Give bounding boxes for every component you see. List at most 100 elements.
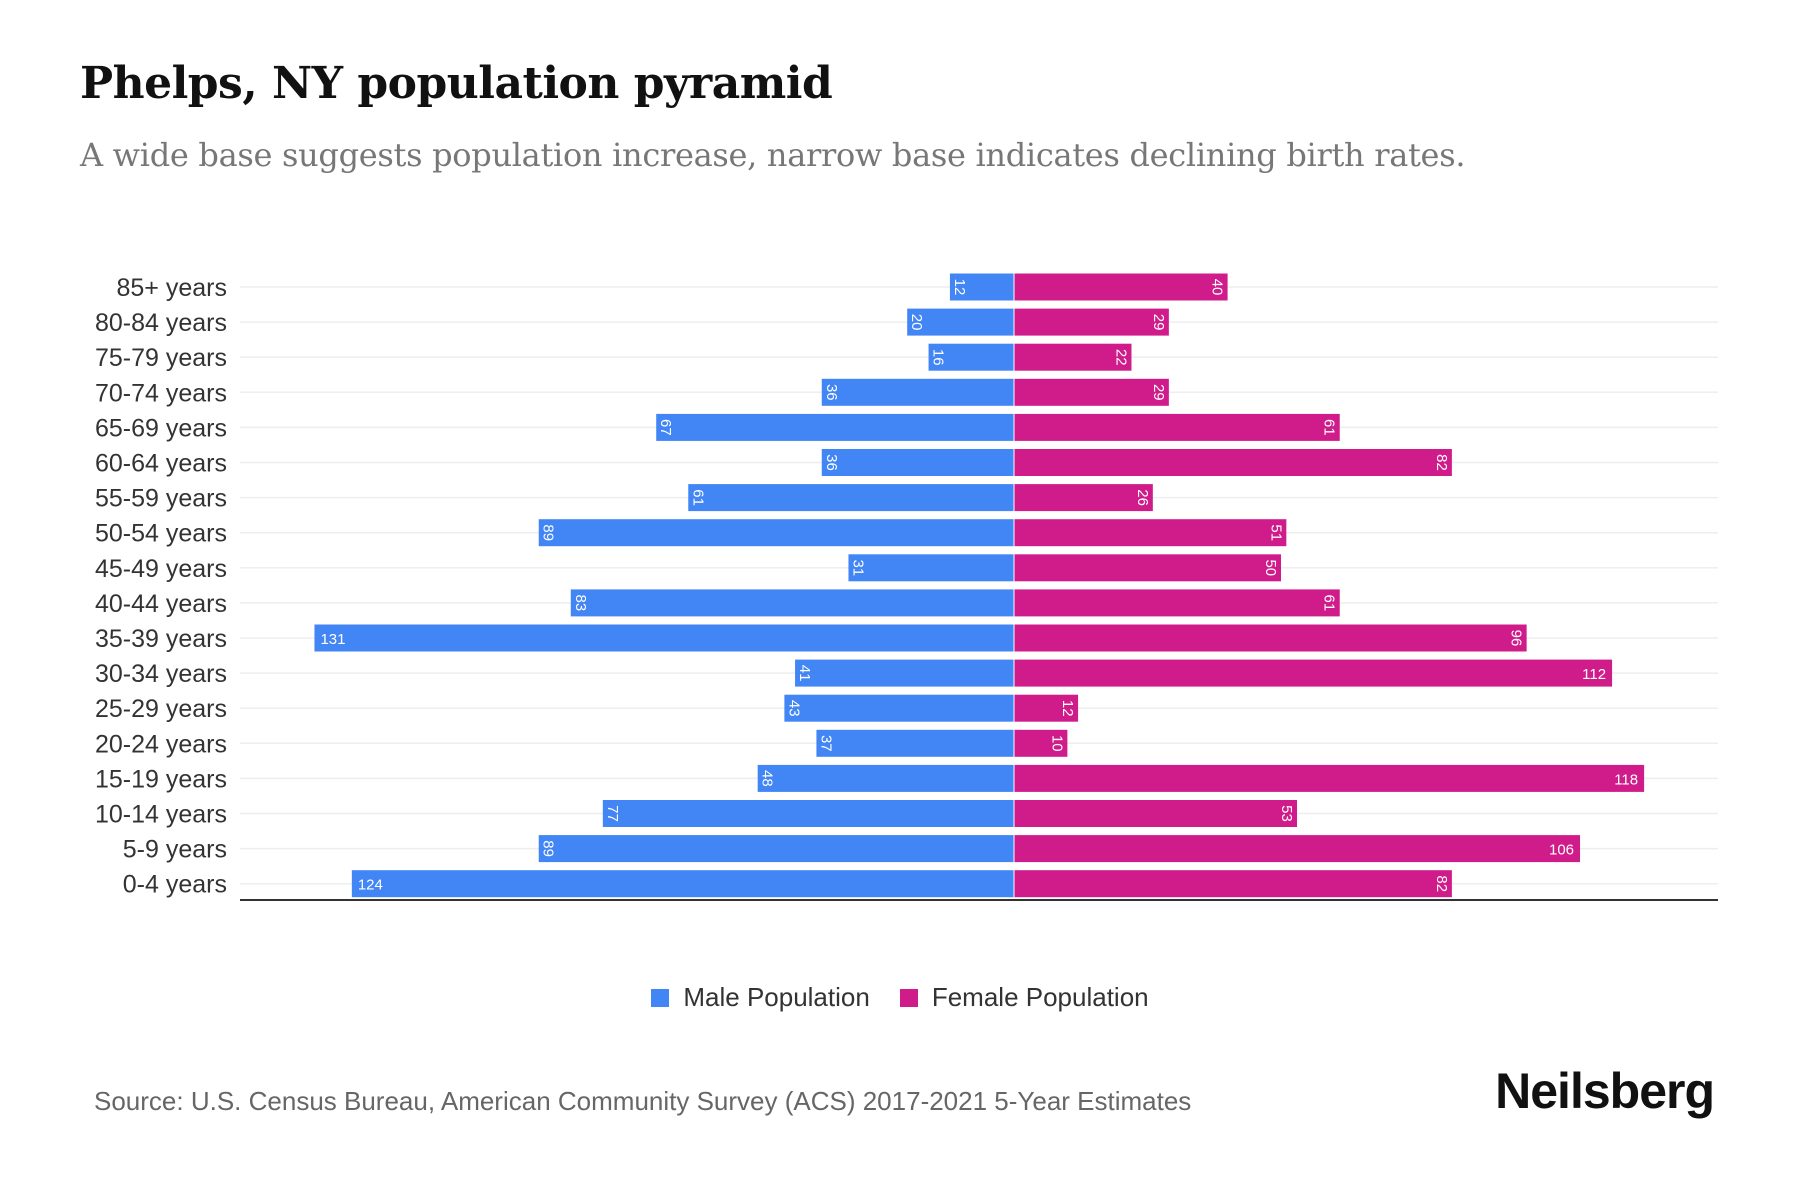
- category-label: 70-74 years: [95, 379, 227, 407]
- chart-subtitle: A wide base suggests population increase…: [80, 136, 1466, 174]
- data-label: 29: [1150, 314, 1167, 331]
- source-note: Source: U.S. Census Bureau, American Com…: [94, 1086, 1192, 1116]
- data-label: 37: [817, 735, 834, 752]
- data-label: 22: [1112, 349, 1129, 366]
- male-bar: [816, 729, 1014, 757]
- female-bar: [1014, 589, 1340, 617]
- female-bar: [1014, 729, 1068, 757]
- data-label: 51: [1267, 524, 1284, 541]
- female-bar: [1014, 343, 1132, 371]
- category-label: 65-69 years: [95, 414, 227, 442]
- data-label: 26: [1134, 489, 1151, 506]
- data-label: 67: [657, 419, 674, 436]
- male-bar: [821, 449, 1014, 476]
- male-bar: [688, 484, 1014, 512]
- female-bar: [1014, 764, 1645, 792]
- category-label: 20-24 years: [95, 730, 227, 758]
- female-bar: [1014, 308, 1169, 336]
- female-bar: [1014, 800, 1298, 827]
- female-bar: [1014, 835, 1581, 863]
- population-pyramid-chart: 85+ years 12 40 80-84 years 20 29 75-79 years 1…: [95, 273, 1718, 901]
- male-bar: [570, 589, 1014, 617]
- data-label: 89: [540, 840, 557, 857]
- male-bar: [928, 343, 1014, 371]
- category-label: 55-59 years: [95, 485, 227, 513]
- category-label: 35-39 years: [95, 625, 227, 653]
- male-bar: [656, 413, 1014, 441]
- data-label: 20: [908, 314, 925, 331]
- category-label: 60-64 years: [95, 450, 227, 478]
- legend-item-female[interactable]: Female Population: [899, 982, 1149, 1013]
- data-label: 82: [1433, 875, 1450, 892]
- data-label: 118: [1614, 771, 1638, 788]
- data-label: 106: [1549, 842, 1574, 859]
- data-label: 12: [1059, 700, 1076, 717]
- chart-title: Phelps, NY population pyramid: [80, 58, 833, 109]
- male-bar: [949, 273, 1014, 301]
- female-bar: [1014, 519, 1287, 547]
- legend-label-female: Female Population: [931, 982, 1149, 1012]
- data-label: 40: [1209, 279, 1226, 296]
- category-label: 5-9 years: [123, 836, 227, 864]
- data-label: 12: [951, 279, 968, 296]
- data-label: 112: [1582, 666, 1606, 683]
- data-label: 89: [540, 524, 557, 541]
- female-bar: [1014, 659, 1613, 687]
- male-bar: [907, 308, 1014, 336]
- category-label: 80-84 years: [95, 309, 227, 337]
- male-bar: [538, 835, 1014, 863]
- female-bar: [1014, 554, 1281, 582]
- data-label: 36: [823, 454, 840, 471]
- legend: Male Population Female Population: [0, 982, 1800, 1013]
- category-label: 0-4 years: [123, 871, 227, 899]
- data-label: 124: [358, 877, 383, 894]
- male-bar: [757, 764, 1014, 792]
- data-label: 83: [572, 595, 589, 612]
- data-label: 82: [1433, 454, 1450, 471]
- category-label: 50-54 years: [95, 520, 227, 548]
- female-bar: [1014, 694, 1079, 722]
- data-label: 53: [1278, 805, 1295, 822]
- male-bar: [602, 800, 1014, 827]
- female-bar: [1014, 413, 1340, 441]
- male-bar: [784, 694, 1014, 722]
- legend-item-male[interactable]: Male Population: [651, 982, 870, 1013]
- male-bar: [538, 519, 1014, 547]
- data-label: 36: [823, 384, 840, 401]
- female-bar: [1014, 449, 1452, 476]
- category-label: 75-79 years: [95, 344, 227, 372]
- category-label: 30-34 years: [95, 660, 227, 688]
- data-label: 48: [759, 770, 776, 787]
- category-label: 45-49 years: [95, 555, 227, 583]
- data-label: 31: [849, 559, 866, 576]
- category-label: 25-29 years: [95, 695, 227, 723]
- female-bar: [1014, 870, 1452, 898]
- data-label: 61: [1321, 595, 1338, 612]
- data-label: 50: [1262, 559, 1279, 576]
- female-bar: [1014, 484, 1153, 512]
- female-bar: [1014, 378, 1169, 406]
- male-bar: [314, 624, 1015, 652]
- neilsberg-logo: Neilsberg: [1495, 1063, 1715, 1119]
- data-label: 96: [1508, 630, 1525, 647]
- female-bar: [1014, 273, 1228, 301]
- male-bar: [351, 870, 1015, 898]
- data-label: 61: [689, 489, 706, 506]
- male-bar: [795, 659, 1014, 687]
- data-label: 131: [320, 631, 345, 648]
- category-label: 85+ years: [117, 274, 228, 302]
- legend-swatch-female: [899, 988, 918, 1007]
- category-label: 15-19 years: [95, 765, 227, 793]
- data-label: 10: [1048, 735, 1065, 752]
- data-label: 16: [930, 349, 947, 366]
- data-label: 41: [796, 665, 813, 682]
- category-label: 40-44 years: [95, 590, 227, 618]
- female-bar: [1014, 624, 1527, 652]
- data-label: 43: [785, 700, 802, 717]
- data-label: 77: [604, 805, 621, 822]
- legend-label-male: Male Population: [683, 982, 870, 1012]
- data-label: 61: [1321, 419, 1338, 436]
- legend-swatch-male: [651, 988, 670, 1007]
- data-label: 29: [1150, 384, 1167, 401]
- category-label: 10-14 years: [95, 801, 227, 829]
